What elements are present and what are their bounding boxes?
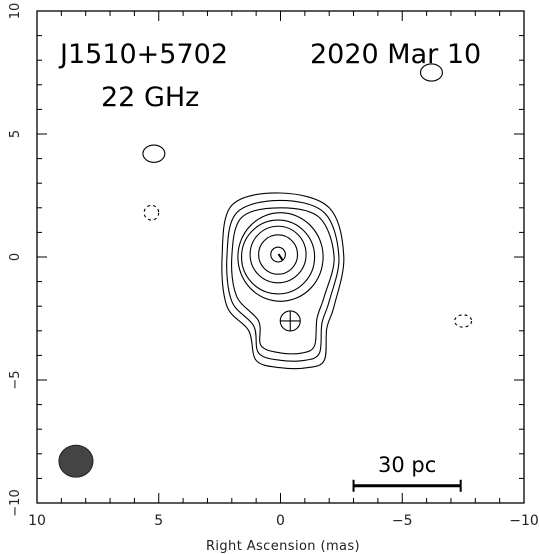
x-tick-label: 10 <box>28 513 46 529</box>
extended-contour <box>231 207 335 355</box>
scale-bar <box>352 479 462 492</box>
x-tick-label: −5 <box>392 513 413 529</box>
y-tick-label: −5 <box>8 370 23 389</box>
core-contour <box>258 234 299 275</box>
x-tick-label: 5 <box>154 513 163 529</box>
core-contour <box>237 212 324 302</box>
y-tick-label: 10 <box>8 3 23 20</box>
source-label: J1510+5702 <box>58 39 228 70</box>
x-axis-label: Right Ascension (mas) <box>206 539 360 554</box>
x-tick-labels: 10 5 0 −5 −10 <box>28 513 539 529</box>
core-contour <box>270 246 286 263</box>
extended-contour <box>226 199 340 362</box>
y-tick-label: 5 <box>8 130 23 138</box>
y-tick-labels: 10 5 0 −5 −10 <box>8 3 23 517</box>
contours-layer <box>58 63 473 478</box>
peak-mark <box>277 253 284 261</box>
plot-frame <box>36 10 525 504</box>
extended-contour <box>221 192 345 370</box>
y-tick-label: 0 <box>8 253 23 261</box>
scale-bar-label: 30 pc <box>378 453 436 477</box>
negative-contour <box>143 204 160 221</box>
ticks-layer <box>36 10 525 504</box>
x-tick-label: −10 <box>509 513 539 529</box>
y-tick-label: −10 <box>8 489 23 516</box>
core-contour <box>249 225 307 284</box>
beam-ellipse <box>58 444 94 478</box>
isolated-contour <box>419 63 443 82</box>
x-tick-label: 0 <box>276 513 285 529</box>
core-contour <box>240 219 316 295</box>
isolated-contour <box>142 144 166 163</box>
negative-contour <box>454 314 473 328</box>
date-label: 2020 Mar 10 <box>310 39 481 70</box>
frequency-label: 22 GHz <box>101 82 199 113</box>
